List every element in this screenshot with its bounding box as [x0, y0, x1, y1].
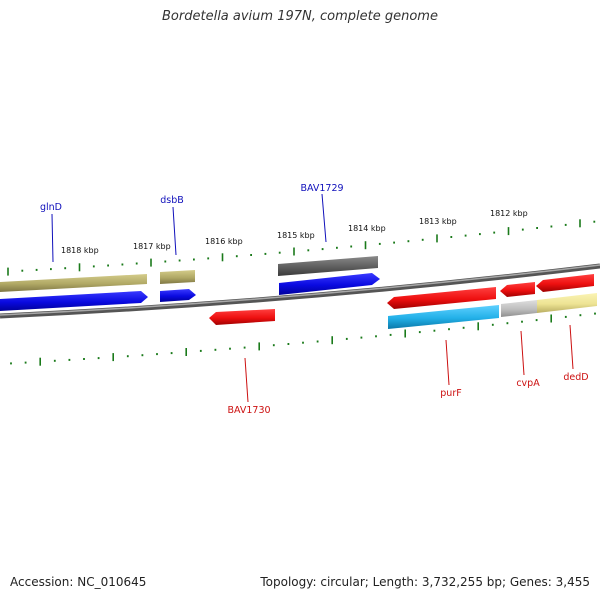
- cds-cvpA: [500, 282, 535, 297]
- leader-purF: [445, 339, 450, 386]
- tick-label-1816: 1816 kbp: [205, 237, 243, 246]
- leader-glnD: [51, 213, 54, 263]
- cog-bar-dedD: [537, 293, 597, 313]
- gene-label-glnD: glnD: [40, 202, 62, 213]
- cds-dsbB: [160, 289, 196, 302]
- gene-label-dedD: dedD: [563, 372, 588, 383]
- cog-bar-cvpA: [501, 300, 537, 317]
- cds-BAV1730: [209, 309, 275, 325]
- cds-dedD: [536, 274, 594, 292]
- tick-label-1812: 1812 kbp: [490, 209, 528, 218]
- gene-label-BAV1729: BAV1729: [300, 183, 343, 194]
- tick-label-1813: 1813 kbp: [419, 217, 457, 226]
- gene-label-cvpA: cvpA: [516, 378, 540, 389]
- cds-purF: [387, 287, 496, 309]
- gene-label-dsbB: dsbB: [160, 195, 184, 206]
- leader-cvpA: [520, 330, 525, 376]
- tick-label-1817: 1817 kbp: [133, 242, 171, 251]
- leader-BAV1730: [244, 357, 249, 403]
- tick-label-1814: 1814 kbp: [348, 224, 386, 233]
- accession-text: Accession: NC_010645: [10, 575, 147, 589]
- gene-label-BAV1730: BAV1730: [227, 405, 270, 416]
- cog-bar-purF: [388, 305, 499, 329]
- inner-tick-ring: [10, 312, 596, 366]
- map-title: Bordetella avium 197N, complete genome: [162, 9, 438, 24]
- cds-BAV1729: [279, 273, 380, 295]
- leader-BAV1729: [321, 193, 327, 243]
- cog-bar-glnD: [0, 274, 147, 292]
- cog-bar-dsbB: [160, 270, 195, 284]
- outer-tick-ring: [7, 219, 596, 276]
- genome-backbone-highlight: [0, 264, 600, 316]
- cds-glnD: [0, 291, 148, 311]
- topology-text: Topology: circular; Length: 3,732,255 bp…: [260, 575, 590, 589]
- leader-dedD: [569, 324, 574, 370]
- gene-label-purF: purF: [440, 388, 461, 399]
- leader-dsbB: [172, 206, 177, 256]
- tick-label-1818: 1818 kbp: [61, 246, 99, 255]
- cog-bar-BAV1729: [278, 256, 378, 276]
- genome-backbone: [0, 263, 600, 319]
- tick-label-1815: 1815 kbp: [277, 231, 315, 240]
